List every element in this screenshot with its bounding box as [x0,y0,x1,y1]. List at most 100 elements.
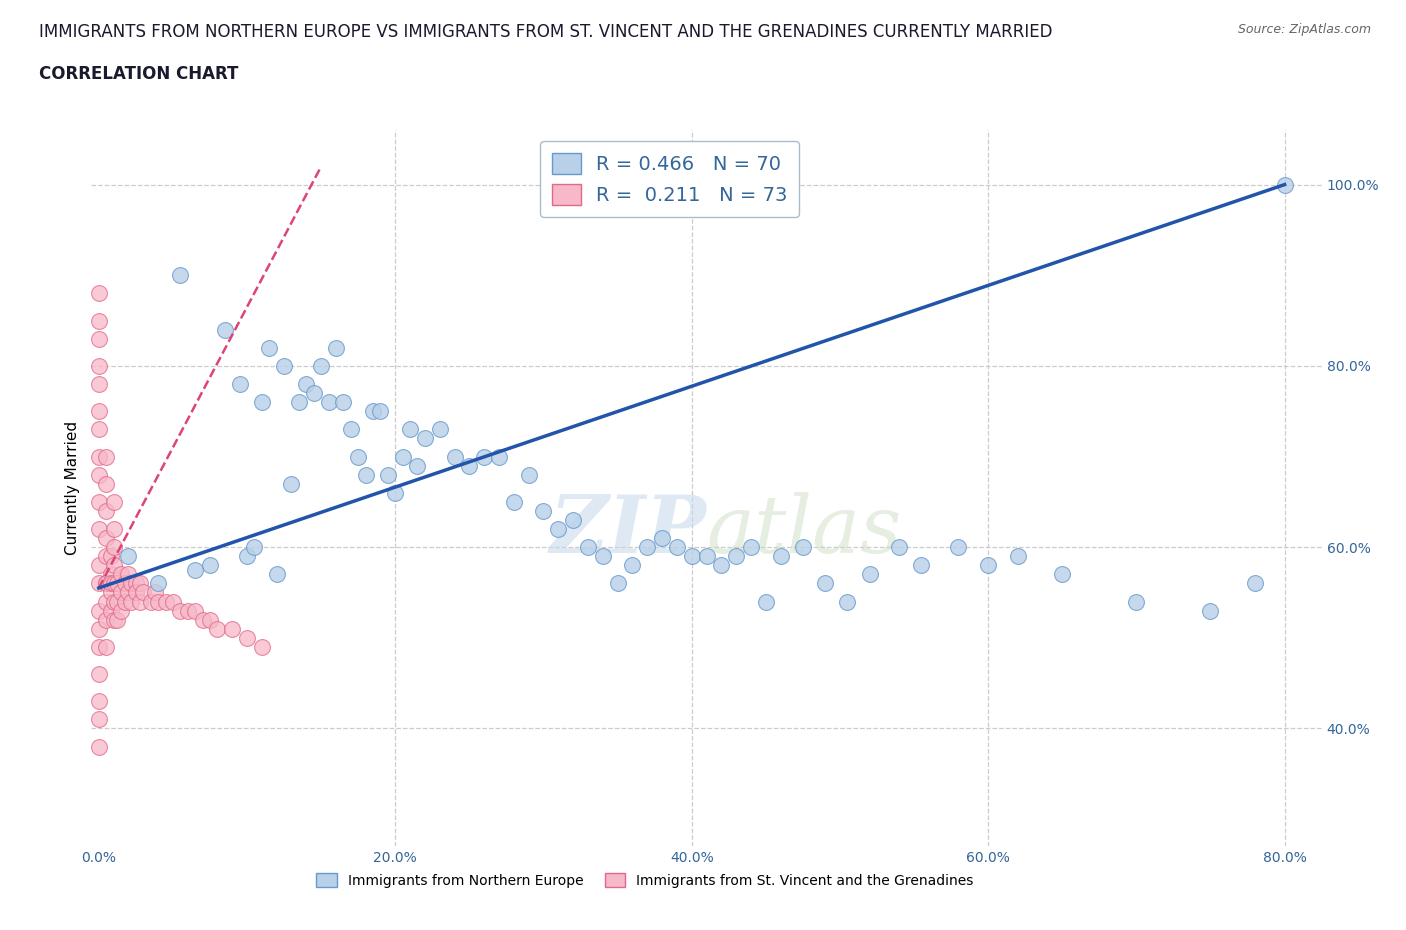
Point [318,394,340,409]
Point [606,576,628,591]
Point [621,558,644,573]
Point [339,422,361,437]
Point [103,495,125,510]
Point [132,585,155,600]
Point [117,549,139,564]
Point [250,640,273,655]
Point [103,594,125,609]
Point [977,558,1000,573]
Point [198,612,221,627]
Point [429,422,451,437]
Point [250,394,273,409]
Point [325,340,347,355]
Point [87,522,110,537]
Point [110,567,132,582]
Point [725,549,748,564]
Point [87,558,110,573]
Point [169,604,191,618]
Point [295,377,318,392]
Point [87,313,110,328]
Point [488,449,510,464]
Text: IMMIGRANTS FROM NORTHERN EUROPE VS IMMIGRANTS FROM ST. VINCENT AND THE GRENADINE: IMMIGRANTS FROM NORTHERN EUROPE VS IMMIG… [39,23,1053,41]
Point [87,467,110,482]
Point [117,567,139,582]
Point [143,585,166,600]
Point [184,604,207,618]
Point [87,604,110,618]
Point [502,495,524,510]
Point [96,576,118,591]
Point [695,549,717,564]
Point [651,531,673,546]
Point [1007,549,1029,564]
Point [87,621,110,636]
Point [370,404,392,418]
Point [948,539,970,554]
Point [96,503,118,518]
Point [87,495,110,510]
Point [228,377,250,392]
Point [100,585,122,600]
Point [592,549,614,564]
Point [87,667,110,682]
Point [236,631,259,645]
Point [221,621,243,636]
Point [347,449,370,464]
Point [636,539,658,554]
Point [155,594,177,609]
Point [129,576,152,591]
Point [443,449,465,464]
Point [105,576,128,591]
Point [302,386,325,401]
Point [384,485,406,500]
Point [361,404,384,418]
Point [236,549,259,564]
Point [517,467,540,482]
Point [120,594,142,609]
Point [114,576,136,591]
Point [332,394,354,409]
Point [177,604,200,618]
Point [472,449,495,464]
Point [533,503,555,518]
Point [87,286,110,300]
Point [740,539,762,554]
Point [309,358,332,373]
Point [103,522,125,537]
Point [125,576,148,591]
Point [105,612,128,627]
Point [377,467,399,482]
Point [96,531,118,546]
Point [792,539,814,554]
Point [87,422,110,437]
Point [103,612,125,627]
Point [1199,604,1222,618]
Point [354,467,377,482]
Text: CORRELATION CHART: CORRELATION CHART [39,65,239,83]
Point [837,594,859,609]
Point [100,549,122,564]
Point [162,594,184,609]
Point [576,539,599,554]
Text: atlas: atlas [706,493,901,570]
Point [413,431,436,445]
Point [280,476,302,491]
Point [1244,576,1267,591]
Point [114,594,136,609]
Point [458,458,481,473]
Point [665,539,688,554]
Point [406,458,429,473]
Point [769,549,792,564]
Point [129,594,152,609]
Y-axis label: Currently Married: Currently Married [65,421,80,555]
Point [110,604,132,618]
Point [87,739,110,754]
Text: ZIP: ZIP [550,493,706,570]
Point [103,558,125,573]
Point [125,585,148,600]
Point [858,567,880,582]
Point [87,331,110,346]
Point [288,394,311,409]
Point [87,358,110,373]
Point [755,594,778,609]
